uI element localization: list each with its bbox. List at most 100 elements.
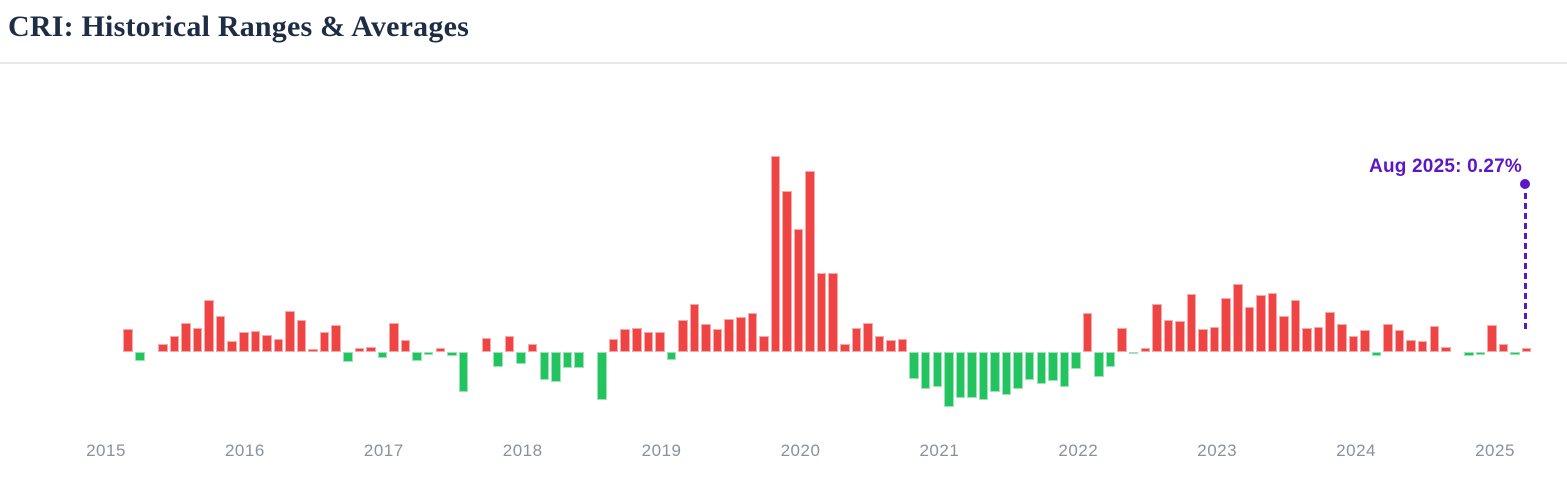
chart-bar[interactable]	[574, 352, 584, 368]
chart-bar[interactable]	[701, 324, 711, 352]
chart-bar[interactable]	[1094, 352, 1104, 377]
chart-bar[interactable]	[1510, 352, 1520, 355]
chart-bar[interactable]	[273, 339, 284, 352]
chart-bar[interactable]	[493, 352, 503, 367]
chart-bar[interactable]	[192, 328, 203, 352]
chart-bar[interactable]	[1383, 324, 1393, 352]
chart-bar[interactable]	[1001, 352, 1012, 395]
chart-bar[interactable]	[643, 332, 654, 352]
chart-bar[interactable]	[897, 339, 908, 352]
chart-bar[interactable]	[481, 338, 492, 352]
chart-bar[interactable]	[504, 336, 515, 352]
chart-bar[interactable]	[632, 328, 642, 352]
chart-bar[interactable]	[967, 352, 977, 398]
chart-bar[interactable]	[736, 317, 746, 352]
chart-bar[interactable]	[343, 352, 353, 362]
chart-bar[interactable]	[805, 171, 815, 352]
chart-bar[interactable]	[215, 316, 226, 352]
chart-bar[interactable]	[1105, 352, 1116, 367]
chart-bar[interactable]	[782, 191, 792, 352]
chart-bar[interactable]	[458, 352, 469, 392]
chart-bar[interactable]	[1152, 304, 1162, 352]
chart-bar[interactable]	[227, 341, 237, 352]
chart-bar[interactable]	[770, 156, 781, 352]
chart-bar[interactable]	[1059, 352, 1070, 387]
chart-bar[interactable]	[1394, 330, 1405, 352]
chart-bar[interactable]	[447, 352, 457, 356]
chart-bar[interactable]	[1441, 347, 1451, 352]
chart-bar[interactable]	[1048, 352, 1058, 381]
chart-bar[interactable]	[597, 352, 607, 400]
chart-bar[interactable]	[1256, 295, 1266, 352]
chart-bar[interactable]	[620, 329, 630, 352]
chart-bar[interactable]	[181, 323, 191, 352]
chart-bar[interactable]	[608, 339, 619, 352]
chart-bar[interactable]	[412, 352, 422, 361]
chart-bar[interactable]	[944, 352, 954, 407]
chart-bar[interactable]	[978, 352, 989, 400]
chart-bar[interactable]	[285, 311, 295, 352]
chart-bar[interactable]	[1325, 312, 1335, 352]
chart-bar[interactable]	[562, 352, 573, 368]
chart-bar[interactable]	[724, 319, 734, 352]
chart-bar[interactable]	[1186, 294, 1197, 352]
chart-bar[interactable]	[516, 352, 526, 364]
chart-bar[interactable]	[793, 229, 804, 352]
chart-bar[interactable]	[932, 352, 943, 387]
chart-bar[interactable]	[666, 352, 677, 360]
chart-bar[interactable]	[828, 273, 838, 352]
chart-bar[interactable]	[1117, 328, 1127, 352]
chart-bar[interactable]	[816, 273, 827, 352]
chart-bar[interactable]	[759, 336, 769, 352]
chart-bar[interactable]	[678, 320, 688, 352]
chart-bar[interactable]	[354, 348, 365, 352]
chart-bar[interactable]	[377, 352, 388, 358]
chart-bar[interactable]	[423, 352, 434, 355]
chart-bar[interactable]	[851, 328, 862, 352]
chart-bar[interactable]	[1417, 341, 1428, 352]
chart-bar[interactable]	[1233, 284, 1243, 352]
chart-bar[interactable]	[1521, 348, 1532, 352]
chart-bar[interactable]	[874, 336, 885, 352]
chart-bar[interactable]	[1464, 352, 1474, 356]
chart-bar[interactable]	[886, 340, 896, 352]
chart-bar[interactable]	[551, 352, 561, 382]
chart-bar[interactable]	[1024, 352, 1035, 380]
chart-bar[interactable]	[1128, 352, 1139, 354]
chart-bar[interactable]	[204, 300, 214, 352]
chart-bar[interactable]	[389, 323, 399, 352]
chart-bar[interactable]	[239, 332, 249, 352]
chart-bar[interactable]	[1348, 336, 1359, 352]
chart-bar[interactable]	[319, 332, 330, 352]
chart-bar[interactable]	[250, 331, 261, 352]
chart-bar[interactable]	[308, 349, 318, 352]
chart-bar[interactable]	[296, 320, 307, 352]
chart-bar[interactable]	[1267, 293, 1278, 352]
chart-bar[interactable]	[1360, 330, 1370, 352]
chart-bar[interactable]	[1406, 340, 1416, 352]
chart-bar[interactable]	[435, 348, 446, 352]
chart-bar[interactable]	[1279, 316, 1289, 352]
chart-bar[interactable]	[539, 352, 550, 380]
chart-bar[interactable]	[909, 352, 919, 379]
chart-bar[interactable]	[123, 329, 133, 352]
chart-bar[interactable]	[262, 335, 272, 352]
chart-bar[interactable]	[1036, 352, 1047, 384]
chart-bar[interactable]	[331, 325, 341, 352]
chart-bar[interactable]	[366, 347, 376, 352]
chart-bar[interactable]	[863, 323, 873, 352]
chart-bar[interactable]	[955, 352, 966, 398]
chart-bar[interactable]	[1475, 352, 1486, 355]
chart-bar[interactable]	[747, 313, 758, 352]
chart-bar[interactable]	[1429, 326, 1440, 352]
chart-bar[interactable]	[920, 352, 931, 389]
chart-bar[interactable]	[689, 304, 700, 352]
chart-bar[interactable]	[1013, 352, 1023, 389]
chart-bar[interactable]	[135, 352, 145, 361]
chart-bar[interactable]	[1163, 320, 1174, 352]
chart-bar[interactable]	[1337, 324, 1347, 352]
chart-bar[interactable]	[1082, 313, 1093, 352]
chart-bar[interactable]	[990, 352, 1000, 392]
chart-bar[interactable]	[1487, 325, 1497, 352]
chart-bar[interactable]	[1198, 329, 1208, 352]
